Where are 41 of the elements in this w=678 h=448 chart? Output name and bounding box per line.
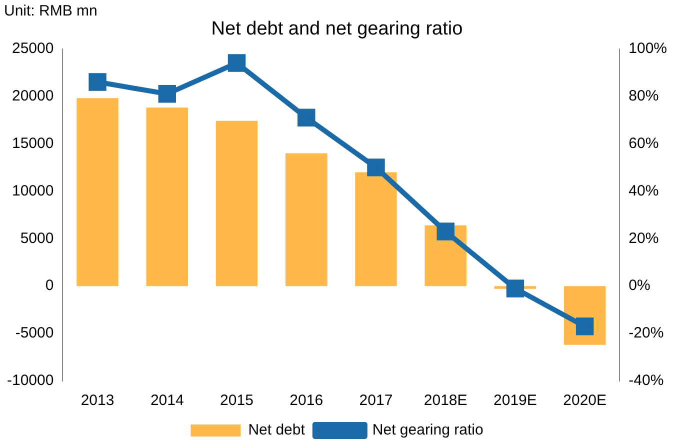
- y-tick-label: -10000: [6, 372, 54, 390]
- point: [367, 158, 385, 176]
- legend-label: Net gearing ratio: [372, 422, 484, 439]
- y2-tick-label: 0%: [628, 277, 650, 294]
- y2-tick-label: 40%: [628, 182, 659, 200]
- y2-tick-label: 80%: [628, 87, 659, 104]
- point: [298, 108, 316, 126]
- y2-tick-label: -40%: [628, 372, 664, 390]
- y-tick-label: 25000: [12, 40, 54, 57]
- x-tick-label: 2018E: [424, 392, 468, 410]
- point: [228, 54, 246, 72]
- y-tick-label: 10000: [12, 182, 54, 200]
- y2-tick-label: 100%: [628, 40, 668, 57]
- point: [88, 73, 106, 91]
- point: [436, 222, 454, 240]
- point: [506, 280, 524, 298]
- chart-title: Net debt and net gearing ratio: [211, 18, 463, 40]
- x-tick-label: 2013: [80, 392, 114, 410]
- y2-tick-label: 60%: [628, 134, 659, 152]
- legend-label: Net debt: [248, 422, 306, 439]
- x-tick-label: 2019E: [494, 392, 537, 410]
- y2-tick-label: -20%: [628, 324, 664, 342]
- x-tick-label: 2016: [290, 392, 324, 410]
- y2-tick-label: 20%: [628, 230, 659, 247]
- x-tick-label: 2015: [220, 392, 254, 410]
- bar: [216, 120, 258, 286]
- x-tick-label: 2014: [150, 392, 184, 410]
- x-tick-label: 2017: [359, 392, 393, 410]
- bar: [285, 153, 328, 286]
- bar: [76, 98, 118, 286]
- x-tick-label: 2020E: [563, 392, 607, 410]
- text: Unit: RMB mn: [4, 2, 98, 20]
- bar: [146, 108, 188, 286]
- y-tick-label: 20000: [12, 87, 54, 104]
- point: [576, 318, 594, 336]
- y-tick-label: -5000: [15, 324, 54, 342]
- point: [158, 85, 176, 103]
- y-tick-label: 0: [45, 277, 54, 294]
- bar: [355, 172, 397, 286]
- y-tick-label: 5000: [20, 230, 54, 247]
- y-tick-label: 15000: [12, 134, 54, 152]
